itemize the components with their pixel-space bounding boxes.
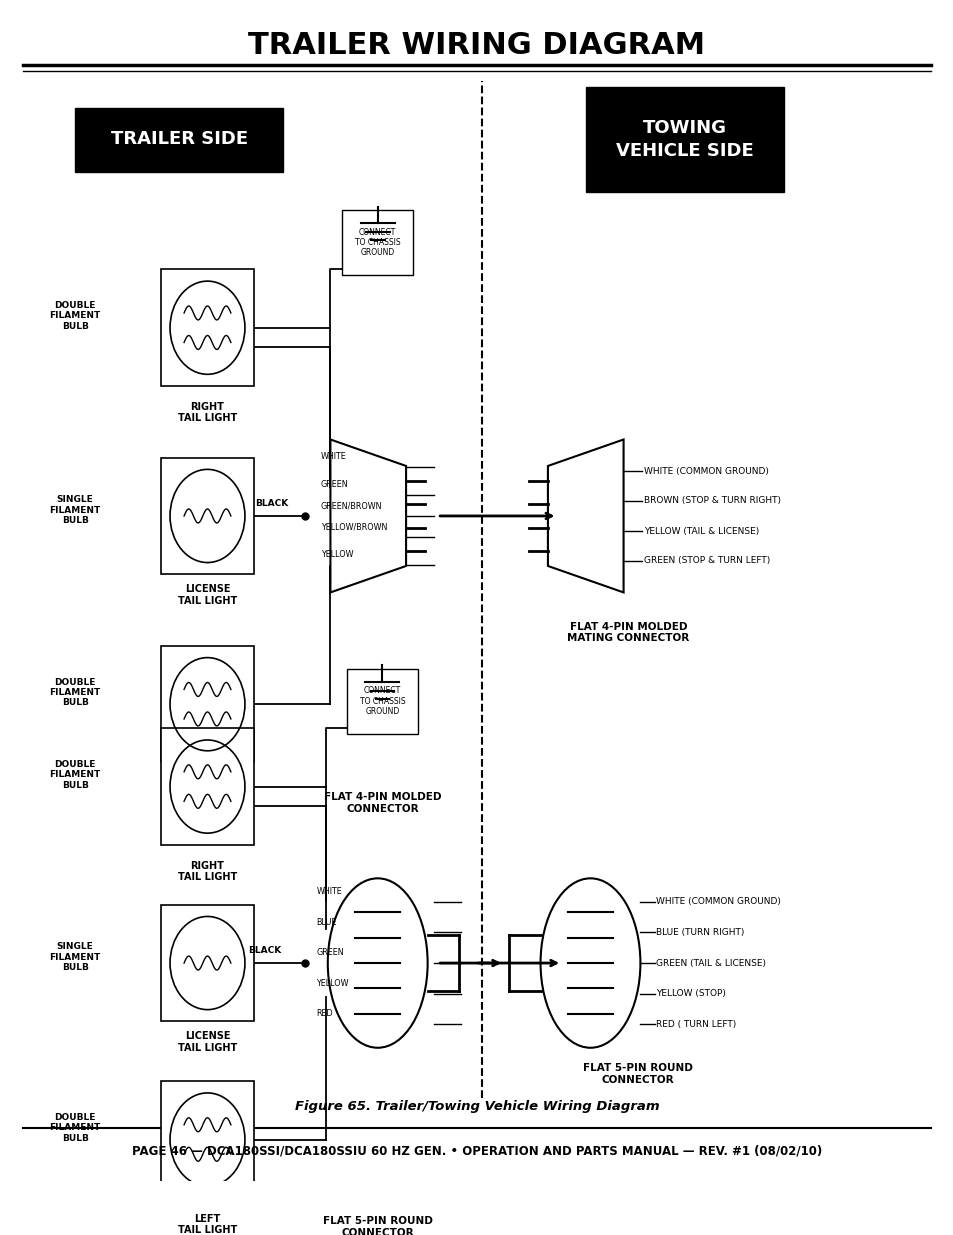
Text: FLAT 5-PIN ROUND
CONNECTOR: FLAT 5-PIN ROUND CONNECTOR <box>322 1216 433 1235</box>
Text: BLUE: BLUE <box>315 918 336 926</box>
FancyBboxPatch shape <box>160 905 254 1021</box>
Text: DOUBLE
FILAMENT
BULB: DOUBLE FILAMENT BULB <box>50 301 101 331</box>
FancyBboxPatch shape <box>347 669 417 734</box>
Text: Figure 65. Trailer/Towing Vehicle Wiring Diagram: Figure 65. Trailer/Towing Vehicle Wiring… <box>294 1100 659 1113</box>
Text: LICENSE
TAIL LIGHT: LICENSE TAIL LIGHT <box>177 1031 237 1053</box>
FancyBboxPatch shape <box>75 107 283 173</box>
Text: RIGHT
TAIL LIGHT: RIGHT TAIL LIGHT <box>177 861 237 882</box>
Text: YELLOW/BROWN: YELLOW/BROWN <box>320 522 387 531</box>
Text: GREEN/BROWN: GREEN/BROWN <box>320 501 382 510</box>
Text: YELLOW: YELLOW <box>315 979 349 988</box>
Text: LEFT
TAIL LIGHT: LEFT TAIL LIGHT <box>177 1214 237 1235</box>
Text: WHITE: WHITE <box>315 887 341 895</box>
Text: CONNECT
TO CHASSIS
GROUND: CONNECT TO CHASSIS GROUND <box>359 687 405 716</box>
Text: FLAT 4-PIN MOLDED
MATING CONNECTOR: FLAT 4-PIN MOLDED MATING CONNECTOR <box>567 622 689 643</box>
Text: BROWN (STOP & TURN RIGHT): BROWN (STOP & TURN RIGHT) <box>643 496 781 505</box>
FancyBboxPatch shape <box>585 86 783 193</box>
Text: YELLOW (TAIL & LICENSE): YELLOW (TAIL & LICENSE) <box>643 527 759 536</box>
Text: TOWING
VEHICLE SIDE: TOWING VEHICLE SIDE <box>616 120 753 159</box>
FancyBboxPatch shape <box>160 729 254 845</box>
FancyBboxPatch shape <box>160 1082 254 1198</box>
Text: SINGLE
FILAMENT
BULB: SINGLE FILAMENT BULB <box>50 495 101 525</box>
Text: LICENSE
TAIL LIGHT: LICENSE TAIL LIGHT <box>177 584 237 606</box>
Text: FLAT 4-PIN MOLDED
CONNECTOR: FLAT 4-PIN MOLDED CONNECTOR <box>323 793 440 814</box>
Text: FLAT 5-PIN ROUND
CONNECTOR: FLAT 5-PIN ROUND CONNECTOR <box>582 1063 692 1084</box>
Text: TRAILER WIRING DIAGRAM: TRAILER WIRING DIAGRAM <box>248 31 705 59</box>
Text: BLACK: BLACK <box>249 946 281 955</box>
Text: WHITE: WHITE <box>320 452 346 461</box>
Text: BLUE (TURN RIGHT): BLUE (TURN RIGHT) <box>656 927 744 937</box>
Text: WHITE (COMMON GROUND): WHITE (COMMON GROUND) <box>643 467 768 475</box>
FancyBboxPatch shape <box>160 646 254 762</box>
FancyBboxPatch shape <box>160 269 254 387</box>
Text: GREEN (TAIL & LICENSE): GREEN (TAIL & LICENSE) <box>656 958 765 967</box>
Text: DOUBLE
FILAMENT
BULB: DOUBLE FILAMENT BULB <box>50 1113 101 1142</box>
Text: RED: RED <box>315 1009 333 1019</box>
FancyBboxPatch shape <box>160 458 254 574</box>
Text: LEFT
TAIL LIGHT: LEFT TAIL LIGHT <box>177 778 237 800</box>
Text: RIGHT
TAIL LIGHT: RIGHT TAIL LIGHT <box>177 401 237 424</box>
Text: DOUBLE
FILAMENT
BULB: DOUBLE FILAMENT BULB <box>50 678 101 708</box>
Text: WHITE (COMMON GROUND): WHITE (COMMON GROUND) <box>656 898 781 906</box>
Text: SINGLE
FILAMENT
BULB: SINGLE FILAMENT BULB <box>50 942 101 972</box>
Text: CONNECT
TO CHASSIS
GROUND: CONNECT TO CHASSIS GROUND <box>355 227 400 257</box>
Text: GREEN (STOP & TURN LEFT): GREEN (STOP & TURN LEFT) <box>643 556 770 566</box>
Text: GREEN: GREEN <box>315 948 343 957</box>
Text: BLACK: BLACK <box>254 499 288 508</box>
Text: YELLOW: YELLOW <box>320 551 354 559</box>
Text: TRAILER SIDE: TRAILER SIDE <box>111 131 248 148</box>
Text: YELLOW (STOP): YELLOW (STOP) <box>656 989 725 998</box>
FancyBboxPatch shape <box>342 210 413 274</box>
Text: RED ( TURN LEFT): RED ( TURN LEFT) <box>656 1020 736 1029</box>
Text: GREEN: GREEN <box>320 480 348 489</box>
Text: DOUBLE
FILAMENT
BULB: DOUBLE FILAMENT BULB <box>50 760 101 789</box>
Text: PAGE 46 — DCA180SSI/DCA180SSIU 60 HZ GEN. • OPERATION AND PARTS MANUAL — REV. #1: PAGE 46 — DCA180SSI/DCA180SSIU 60 HZ GEN… <box>132 1145 821 1157</box>
